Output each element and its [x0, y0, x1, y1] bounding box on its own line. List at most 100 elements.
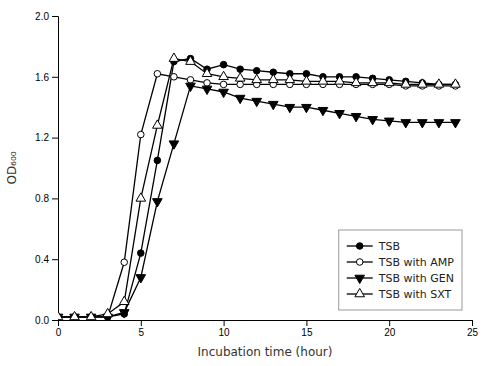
series-point — [219, 89, 229, 97]
legend-item: TSB with SXT — [347, 288, 452, 301]
series-point — [187, 77, 194, 84]
x-axis-line — [59, 321, 473, 327]
series-point — [368, 117, 378, 125]
y-axis: 0.00.40.81.21.62.0 — [35, 11, 58, 326]
series-point — [335, 76, 345, 84]
series-point — [121, 259, 128, 266]
series-point — [202, 86, 212, 94]
x-axis-tick-label: 15 — [301, 327, 313, 338]
series-point — [401, 79, 411, 87]
series-point — [171, 74, 178, 81]
legend-item: TSB with AMP — [347, 256, 455, 269]
legend-label: TSB with AMP — [378, 256, 455, 269]
x-axis-tick: 5 — [139, 320, 145, 338]
x-axis-tick-mark — [141, 320, 142, 326]
series-group — [58, 53, 460, 320]
x-axis-tick-mark — [472, 320, 473, 326]
x-axis-tick-label: 5 — [139, 327, 145, 338]
series-point — [186, 83, 196, 91]
series-point — [318, 76, 328, 84]
y-axis-tick-mark — [52, 259, 58, 260]
y-axis-line — [52, 17, 59, 321]
series-point — [351, 114, 361, 122]
series-point — [138, 131, 145, 138]
legend-swatch-marker — [355, 275, 365, 283]
series-point — [418, 120, 428, 128]
legend-item: TSB — [347, 240, 400, 253]
legend-swatch-marker — [356, 259, 363, 266]
x-axis-tick-label: 0 — [56, 327, 62, 338]
series-point — [451, 79, 461, 87]
legend-label: TSB with SXT — [378, 288, 452, 301]
series — [58, 55, 459, 320]
plot-area: 05101520250.00.40.81.21.62.0Incubation t… — [5, 11, 478, 359]
series-point — [202, 68, 212, 76]
x-axis-tick: 15 — [301, 320, 313, 338]
series-point — [252, 74, 262, 82]
series-point — [219, 71, 229, 79]
series-point — [252, 98, 262, 106]
series-point — [136, 275, 146, 283]
series-point — [186, 56, 196, 64]
series-point — [154, 157, 161, 164]
y-axis-tick-label: 1.6 — [35, 72, 49, 83]
x-axis: 0 5 10 15 20 25 — [56, 320, 479, 338]
series-point — [86, 311, 96, 319]
series-point — [119, 310, 129, 318]
x-axis-tick: 20 — [384, 320, 396, 338]
y-axis-tick-label: 0.0 — [35, 315, 49, 326]
series-point — [153, 120, 163, 128]
x-axis-tick: 10 — [219, 320, 231, 338]
x-axis-tick-mark — [224, 320, 225, 326]
y-axis-tick-mark — [52, 16, 58, 17]
series-point — [302, 104, 312, 112]
series-point — [237, 81, 244, 88]
series-point — [169, 141, 179, 149]
series-point — [318, 107, 328, 115]
chart: 05101520250.00.40.81.21.62.0Incubation t… — [0, 0, 488, 366]
legend-item: TSB with GEN — [347, 272, 454, 285]
series-point — [368, 77, 378, 85]
legend-swatch-marker — [355, 288, 365, 296]
series-point — [220, 81, 227, 88]
series-line — [58, 86, 455, 317]
y-axis-tick: 1.2 — [35, 132, 58, 143]
series-point — [58, 311, 63, 319]
series-point — [253, 67, 260, 74]
series-line — [58, 59, 455, 317]
series-point — [434, 120, 444, 128]
series-point — [302, 76, 312, 84]
series-point — [204, 80, 211, 87]
x-axis-tick-mark — [306, 320, 307, 326]
y-axis-tick-label: 0.8 — [35, 193, 49, 204]
series-point — [335, 111, 345, 119]
y-axis-tick: 1.6 — [35, 72, 58, 83]
series-point — [401, 120, 411, 128]
y-axis-tick: 2.0 — [35, 11, 58, 22]
series-point — [119, 296, 129, 304]
series-point — [154, 70, 161, 77]
x-axis-tick-label: 25 — [467, 327, 479, 338]
series-point — [384, 118, 394, 126]
series-point — [70, 311, 80, 319]
series-point — [235, 73, 245, 81]
y-axis-tick: 0.8 — [35, 193, 58, 204]
y-axis-tick-mark — [52, 198, 58, 199]
y-axis-tick-label: 1.2 — [35, 132, 49, 143]
series — [58, 70, 459, 320]
series — [58, 53, 460, 320]
series-point — [169, 53, 179, 61]
series-point — [136, 193, 146, 201]
series-point — [384, 77, 394, 85]
series-point — [268, 101, 278, 109]
series-point — [351, 77, 361, 85]
series-point — [138, 250, 145, 257]
y-axis-tick: 0.0 — [35, 315, 58, 326]
series — [58, 83, 460, 320]
y-axis-tick-label: 2.0 — [35, 11, 49, 22]
y-axis-title: OD₆₀₀ — [5, 151, 19, 184]
legend-swatch-marker — [356, 243, 363, 250]
series-point — [103, 308, 113, 316]
y-axis-tick-mark — [52, 77, 58, 78]
x-axis-tick-mark — [389, 320, 390, 326]
